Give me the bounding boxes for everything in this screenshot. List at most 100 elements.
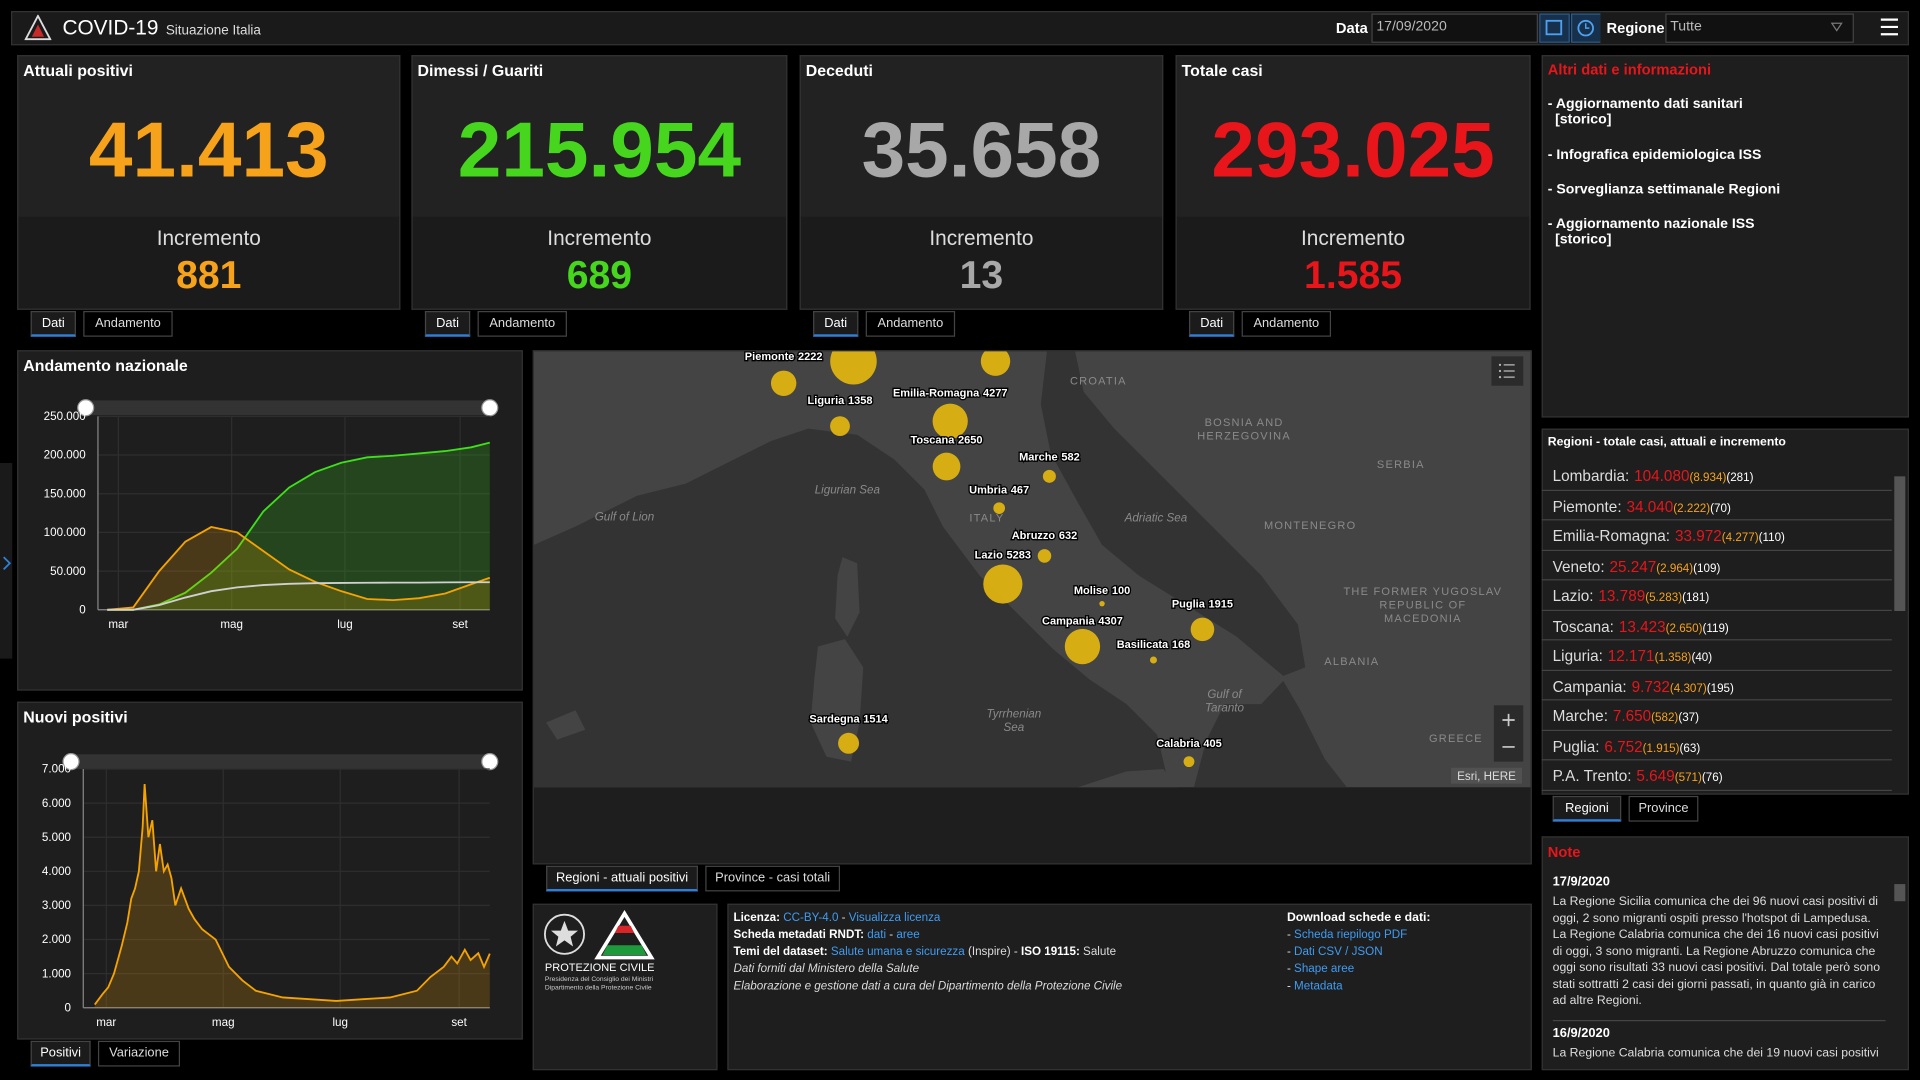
region-row: Veneto: 25.247(2.964)(109)	[1541, 550, 1892, 581]
attribution-bg	[1451, 767, 1523, 784]
region-current: (4.277)	[1721, 531, 1759, 545]
region-increment: (195)	[1706, 681, 1734, 695]
card-top	[799, 55, 1164, 218]
text-segment[interactable]: Dati CSV / JSON	[1294, 945, 1383, 959]
bubble-label-name: Basilicata	[1117, 639, 1169, 651]
region-name: Puglia:	[1552, 737, 1600, 755]
notes-panel: Note 17/9/2020 La Regione Sicilia comunica…	[1541, 836, 1909, 1071]
bubble-label: Toscana 2650	[910, 434, 982, 446]
bubble[interactable]	[1190, 617, 1215, 642]
text-segment[interactable]: dati	[864, 928, 887, 942]
region-increment: (181)	[1682, 591, 1710, 605]
line-chart: 0 1.000 2.000 3.000 4.000 5.000 6.000 7.000 mar m…	[42, 753, 499, 1029]
text-segment[interactable]: aree	[896, 928, 920, 942]
bubble-label-value: 467	[1011, 484, 1029, 496]
bubble-label-name: Marche	[1019, 451, 1058, 463]
text-segment[interactable]: Salute umana e sicurezza	[827, 945, 965, 959]
bubble[interactable]	[830, 416, 850, 437]
calendar-button[interactable]	[1539, 13, 1570, 43]
bubble[interactable]	[932, 452, 961, 481]
island	[546, 710, 586, 740]
download-title: Download schede e dati:	[1286, 911, 1431, 925]
slider-handle[interactable]	[62, 753, 80, 771]
tab[interactable]: Andamento	[1241, 311, 1332, 337]
card-top	[17, 55, 401, 218]
region-total: 5.649	[1636, 767, 1675, 785]
bubble[interactable]	[770, 370, 797, 396]
slider-handle[interactable]	[481, 753, 499, 771]
tab[interactable]: Province - casi totali	[705, 865, 841, 892]
card-increment: 13	[959, 252, 1004, 297]
header-title: COVID-19 Situazione Italia	[62, 16, 380, 40]
bubble[interactable]	[1099, 600, 1105, 607]
card-bottom	[411, 216, 788, 310]
bubble[interactable]	[993, 502, 1006, 514]
bubble[interactable]	[983, 564, 1023, 604]
tab[interactable]: Regioni - attuali positivi	[546, 865, 698, 892]
range-slider	[85, 400, 490, 416]
region-name: Lombardia:	[1552, 467, 1630, 485]
tab[interactable]: Andamento	[83, 311, 173, 337]
map-label: HERZEGOVINA	[1197, 431, 1291, 443]
bubble[interactable]	[1037, 549, 1052, 563]
tab[interactable]: Positivi	[30, 1040, 91, 1067]
tab[interactable]: Andamento	[477, 311, 567, 337]
scroll-thumb[interactable]	[1894, 884, 1906, 902]
bubble-label-value: 405	[1203, 738, 1221, 750]
text-segment[interactable]: CC-BY-4.0	[780, 911, 839, 925]
logo-title: PROTEZIONE CIVILE	[544, 961, 655, 974]
text-segment[interactable]: Metadata	[1294, 979, 1343, 994]
info-link[interactable]: - Aggiornamento dati sanitari	[1547, 96, 1743, 112]
map-label: Sea	[1004, 721, 1025, 734]
bubble[interactable]	[1149, 656, 1157, 664]
tab[interactable]: Province	[1628, 795, 1699, 822]
map-label: Ligurian Sea	[815, 483, 881, 496]
tab[interactable]: Dati	[30, 311, 76, 337]
tab[interactable]: Regioni	[1552, 795, 1622, 822]
tab[interactable]: Dati	[1188, 311, 1235, 337]
info-link[interactable]: - Sorveglianza settimanale Regioni	[1547, 182, 1781, 198]
series-line	[94, 783, 491, 1006]
info-link[interactable]: - Aggiornamento nazionale ISS	[1547, 216, 1755, 232]
region-row: Piemonte: 34.040(2.222)(70)	[1541, 490, 1892, 521]
tab[interactable]: Dati	[424, 311, 471, 337]
range-slider	[71, 754, 490, 769]
bubble[interactable]	[1042, 469, 1056, 483]
bubble[interactable]	[932, 403, 968, 439]
tab[interactable]: Variazione	[97, 1040, 181, 1067]
card-value: 41.413	[88, 105, 329, 194]
region-total: 12.171	[1607, 647, 1655, 665]
logos	[543, 909, 655, 960]
region-name: Piemonte:	[1552, 497, 1622, 515]
bubble[interactable]	[1183, 756, 1195, 768]
tab[interactable]: Andamento	[865, 311, 956, 337]
info-link[interactable]: - Infografica epidemiologica ISS	[1547, 148, 1762, 163]
region-increment: (70)	[1710, 501, 1731, 515]
emblem-star	[551, 920, 578, 947]
text-segment[interactable]: Shape aree	[1294, 962, 1355, 976]
bubble[interactable]	[838, 732, 860, 754]
bubble[interactable]	[1064, 628, 1101, 665]
logo-sub: Presidenza del Consiglio dei Ministri	[544, 975, 654, 984]
side-arrow[interactable]	[3, 556, 12, 571]
region-current: (5.283)	[1645, 591, 1683, 605]
y-tick-label: 4.000	[42, 865, 72, 878]
scroll-thumb[interactable]	[1894, 476, 1906, 612]
area-fill	[107, 442, 490, 610]
bubble-label-name: Puglia	[1172, 598, 1206, 610]
date-input[interactable]: 17/09/2020	[1371, 13, 1538, 43]
text-segment: ISO 19115:	[1020, 945, 1080, 959]
region-current: (4.307)	[1669, 681, 1707, 695]
region-name: Liguria:	[1552, 647, 1603, 665]
map-label: Tyrrhenian	[987, 708, 1042, 721]
text-segment[interactable]: Scheda riepilogo PDF	[1294, 928, 1408, 942]
slider-handle[interactable]	[77, 399, 95, 417]
region-select[interactable]: Tutte	[1665, 13, 1854, 43]
text-segment[interactable]: Visualizza licenza	[848, 911, 941, 925]
bubble-label-value: 1514	[863, 713, 888, 725]
slider-handle[interactable]	[481, 399, 499, 417]
region-current: (2.222)	[1673, 501, 1711, 515]
note-entry: 17/9/2020 La Regione Sicilia comunica che…	[1552, 869, 1886, 1021]
tab[interactable]: Dati	[813, 311, 859, 337]
